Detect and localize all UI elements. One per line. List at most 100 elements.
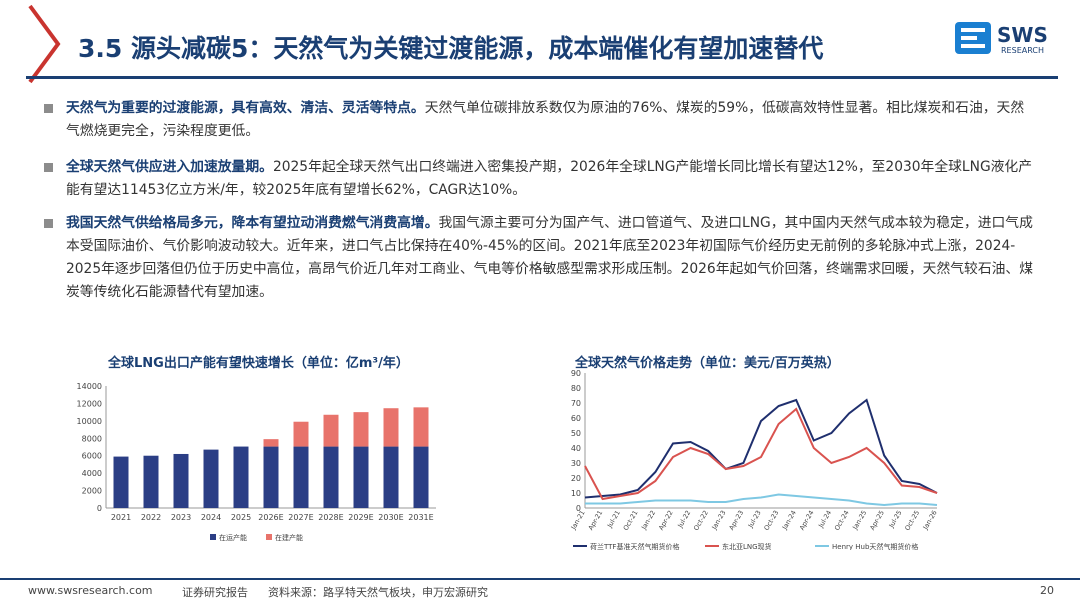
x-tick-label: Jan-23 (710, 509, 728, 532)
bullet-2-text: 2025年起全球天然气出口终端进入密集投产期，2026年全球LNG产能增长同比增… (66, 159, 1033, 198)
legend-label: Henry Hub天然气期货价格 (832, 542, 918, 550)
x-tick-label: 2024 (201, 513, 221, 522)
x-tick-label: Apr-22 (657, 509, 675, 532)
x-tick-label: 2023 (171, 513, 191, 522)
bar-segment (113, 456, 129, 508)
y-tick-label: 0 (576, 504, 581, 513)
y-tick-label: 4000 (82, 469, 102, 478)
bar-segment (353, 446, 369, 508)
y-tick-label: 12000 (77, 399, 102, 408)
x-tick-label: Jul-23 (746, 509, 763, 530)
y-tick-label: 80 (571, 384, 581, 393)
footer-source: 资料来源：路孚特天然气板块，申万宏源研究 (268, 586, 488, 599)
bullet-point-2: 全球天然气供应进入加速放量期。2025年起全球天然气出口终端进入密集投产期，20… (44, 156, 1034, 202)
y-tick-label: 8000 (82, 434, 102, 443)
legend-label: 东北亚LNG现货 (722, 542, 772, 550)
x-tick-label: Jan-21 (569, 509, 587, 532)
bullet-3-text: 我国气源主要可分为国产气、进口管道气、及进口LNG，其中国内天然气成本较为稳定，… (66, 215, 1034, 300)
x-tick-label: Jul-24 (816, 509, 833, 530)
x-tick-label: Jul-21 (605, 509, 622, 530)
y-tick-label: 70 (571, 399, 581, 408)
bullet-marker (44, 219, 53, 228)
x-tick-label: Oct-23 (762, 509, 780, 532)
bar-segment (383, 408, 399, 447)
legend-label: 在运产能 (219, 533, 247, 542)
bullet-2-heading: 全球天然气供应进入加速放量期。 (66, 159, 273, 175)
x-tick-label: Oct-21 (622, 509, 640, 532)
bullet-marker (44, 163, 53, 172)
bar-segment (233, 446, 249, 508)
bar-segment (383, 446, 399, 508)
header-accent-shape (0, 0, 68, 88)
legend-label: 在建产能 (275, 533, 303, 542)
x-tick-label: Jan-26 (921, 509, 939, 532)
bullet-1-text: 天然气单位碳排放系数仅为原油的76%、煤炭的59%，低碳高效特性显著。相比煤炭和… (66, 100, 1025, 139)
x-tick-label: Apr-23 (727, 509, 745, 532)
company-logo: SWS RESEARCH (955, 18, 1059, 58)
bar-segment (323, 414, 339, 447)
y-tick-label: 60 (571, 414, 581, 423)
x-tick-label: 2026E (258, 513, 283, 522)
legend-swatch (266, 534, 272, 540)
bar-segment (293, 421, 309, 447)
y-tick-label: 20 (571, 474, 581, 483)
gas-price-chart-title: 全球天然气价格走势（单位：美元/百万英热） (575, 356, 840, 371)
bar-segment (323, 446, 339, 508)
footer-doc-type: 证券研究报告 (182, 586, 248, 599)
y-tick-label: 30 (571, 459, 581, 468)
y-tick-label: 10 (571, 489, 581, 498)
logo-subtext: RESEARCH (1001, 46, 1044, 55)
x-tick-label: Oct-25 (903, 509, 921, 532)
x-tick-label: 2031E (408, 513, 433, 522)
x-tick-label: 2027E (288, 513, 313, 522)
y-tick-label: 10000 (77, 417, 102, 426)
series-line (584, 407, 938, 501)
y-tick-label: 0 (97, 504, 102, 513)
lng-capacity-bar-chart: 0 2000 4000 6000 8000 10000 12000 14000 2021 2022… (77, 382, 436, 542)
bullet-marker (44, 104, 53, 113)
bullet-1-heading: 天然气为重要的过渡能源，具有高效、清洁、灵活等特点。 (66, 100, 425, 116)
y-tick-label: 90 (571, 369, 581, 378)
x-tick-label: 2029E (348, 513, 373, 522)
series-line (585, 493, 938, 507)
y-tick-label: 6000 (82, 452, 102, 461)
x-tick-label: Jan-22 (639, 509, 657, 532)
x-tick-label: Apr-25 (868, 509, 886, 532)
x-tick-label: Jul-22 (676, 509, 693, 530)
legend-swatch (210, 534, 216, 540)
x-tick-label: Oct-22 (692, 509, 710, 532)
bar-segment (263, 439, 279, 447)
x-tick-label: Jan-24 (780, 509, 798, 532)
footer-divider (0, 578, 1080, 580)
bar-segment (263, 446, 279, 508)
footer-website-link[interactable]: www.swsresearch.com (28, 584, 153, 597)
legend-label: 荷兰TTF基准天然气期货价格 (590, 542, 679, 550)
bar-segment (353, 412, 369, 447)
y-tick-label: 2000 (82, 487, 102, 496)
x-tick-label: Jul-25 (887, 509, 904, 530)
bar-segment (293, 446, 309, 508)
logo-text: SWS (997, 23, 1048, 47)
x-tick-label: Apr-24 (798, 509, 816, 532)
bar-segment (173, 453, 189, 508)
bar-segment (203, 449, 219, 508)
x-tick-label: 2025 (231, 513, 251, 522)
page-number: 20 (1040, 584, 1054, 597)
x-tick-label: Oct-24 (833, 509, 851, 532)
y-tick-label: 14000 (77, 382, 102, 391)
y-tick-label: 40 (571, 444, 581, 453)
bar-segment (413, 446, 429, 508)
x-tick-label: Apr-21 (587, 509, 605, 532)
title-divider (26, 76, 1058, 79)
series-line (584, 398, 938, 499)
x-tick-label: 2028E (318, 513, 343, 522)
y-tick-label: 50 (571, 429, 581, 438)
bullet-point-3: 我国天然气供给格局多元，降本有望拉动消费燃气消费高增。我国气源主要可分为国产气、… (44, 212, 1034, 304)
bar-segment (143, 455, 159, 508)
x-tick-label: 2021 (111, 513, 131, 522)
bullet-3-heading: 我国天然气供给格局多元，降本有望拉动消费燃气消费高增。 (66, 215, 439, 231)
page-title: 3.5 源头减碳5：天然气为关键过渡能源，成本端催化有望加速替代 (78, 34, 824, 63)
x-tick-label: 2030E (378, 513, 403, 522)
bullet-point-1: 天然气为重要的过渡能源，具有高效、清洁、灵活等特点。天然气单位碳排放系数仅为原油… (44, 97, 1034, 143)
